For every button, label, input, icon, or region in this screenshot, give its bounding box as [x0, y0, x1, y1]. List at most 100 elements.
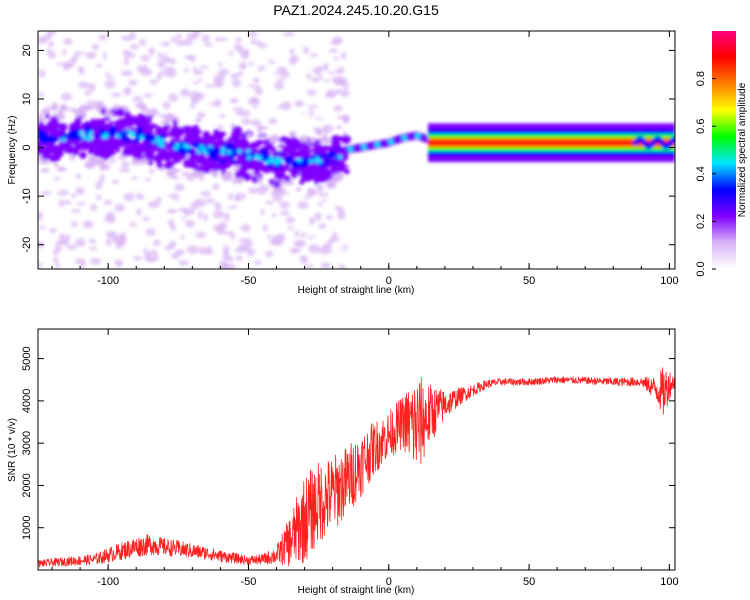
- noise-blob: [246, 248, 256, 257]
- noise-blob: [235, 112, 245, 116]
- noise-blob: [197, 78, 203, 83]
- noise-blob: [227, 205, 239, 209]
- noise-blob: [297, 201, 309, 210]
- noise-blob: [199, 177, 205, 182]
- band-blob: [146, 115, 154, 120]
- noise-blob: [338, 264, 346, 269]
- noise-blob: [178, 207, 190, 213]
- noise-blob: [247, 32, 259, 38]
- band-blob: [240, 170, 247, 179]
- band-blob: [227, 153, 235, 160]
- colorbar-tick-label: 0.4: [695, 166, 707, 181]
- band-blob: [218, 153, 227, 159]
- ridge-blob: [82, 135, 88, 140]
- ridge-blob: [308, 159, 314, 164]
- noise-blob: [212, 183, 220, 191]
- band-blob: [257, 126, 269, 130]
- band-blob: [143, 136, 149, 142]
- colorbar-tick-label: 0.2: [695, 214, 707, 229]
- band-blob: [329, 178, 341, 183]
- spectrogram-y-tick-label: 10: [21, 93, 33, 105]
- noise-blob: [147, 200, 160, 209]
- band-blob: [241, 136, 247, 144]
- ridge-blob: [274, 161, 280, 166]
- snr-x-tick-label: 50: [523, 576, 535, 588]
- spectrogram-x-tick-label: -50: [241, 275, 257, 287]
- noise-blob: [337, 66, 345, 75]
- noise-blob: [206, 197, 215, 204]
- noise-blob: [275, 78, 287, 82]
- noise-blob: [262, 224, 268, 232]
- noise-blob: [300, 232, 306, 239]
- band-blob: [285, 182, 294, 186]
- noise-blob: [308, 244, 320, 254]
- ridge-blob: [155, 136, 161, 141]
- band-blob: [239, 159, 246, 168]
- noise-blob: [235, 255, 243, 262]
- spectrogram-x-tick-label: 0: [386, 275, 392, 287]
- band-blob: [99, 127, 105, 133]
- noise-blob: [99, 174, 106, 181]
- band-blob: [172, 159, 182, 163]
- band-blob: [70, 140, 80, 146]
- band-blob: [192, 170, 200, 179]
- band-blob: [238, 166, 249, 172]
- noise-blob: [130, 44, 140, 50]
- noise-blob: [65, 244, 77, 250]
- band-blob: [53, 149, 64, 158]
- noise-blob: [254, 86, 263, 96]
- noise-blob: [118, 154, 127, 161]
- colorbar-tick-label: 0.6: [695, 119, 707, 134]
- band-blob: [172, 119, 178, 128]
- band-blob: [323, 164, 329, 172]
- band-blob: [103, 124, 110, 131]
- noise-blob: [91, 43, 100, 51]
- noise-blob: [175, 33, 182, 39]
- noise-blob: [73, 51, 85, 56]
- noise-blob: [192, 80, 199, 85]
- noise-blob: [213, 73, 226, 83]
- noise-blob: [288, 58, 298, 65]
- ridge-blob: [87, 131, 93, 136]
- noise-blob: [77, 66, 85, 72]
- noise-blob: [70, 209, 82, 213]
- noise-blob: [141, 217, 151, 222]
- ridge-blob: [275, 156, 281, 161]
- noise-blob: [152, 239, 161, 247]
- noise-blob: [241, 117, 251, 125]
- noise-blob: [55, 264, 61, 269]
- noise-blob: [268, 118, 278, 125]
- noise-blob: [110, 92, 122, 98]
- band-blob: [213, 165, 219, 172]
- noise-blob: [186, 33, 198, 38]
- noise-blob: [95, 194, 102, 200]
- band-blob: [295, 139, 301, 144]
- band-blob: [102, 116, 111, 121]
- band-blob: [147, 146, 155, 152]
- band-blob: [95, 101, 104, 110]
- band-blob: [105, 142, 112, 146]
- noise-blob: [157, 52, 163, 61]
- noise-blob: [276, 34, 283, 39]
- noise-blob: [198, 262, 206, 269]
- band-blob: [163, 132, 171, 137]
- noise-blob: [195, 231, 207, 239]
- noise-blob: [156, 73, 162, 81]
- noise-blob: [341, 52, 347, 60]
- noise-blob: [301, 111, 312, 117]
- noise-blob: [291, 37, 297, 44]
- ridge-blob: [209, 152, 215, 157]
- noise-blob: [301, 257, 308, 261]
- band-blob: [145, 155, 157, 161]
- noise-blob: [318, 112, 329, 119]
- band-blob: [183, 134, 194, 143]
- band-blob: [83, 142, 90, 149]
- ridge-blob: [250, 151, 256, 156]
- noise-blob: [306, 104, 319, 108]
- noise-blob: [128, 79, 138, 86]
- noise-blob: [190, 201, 199, 211]
- snr-y-tick-label: 2000: [21, 473, 33, 497]
- noise-blob: [120, 235, 127, 244]
- band-blob: [99, 131, 105, 136]
